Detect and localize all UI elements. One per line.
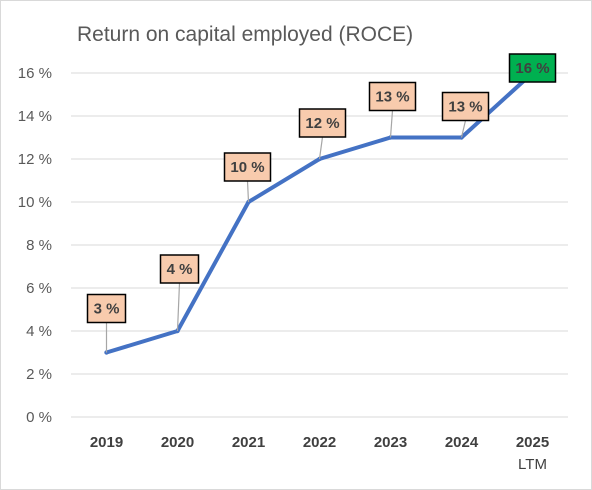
label-leader-line — [460, 120, 467, 138]
x-tick-sublabel: LTM — [518, 456, 547, 473]
y-tick-label: 16 % — [18, 65, 52, 82]
data-label: 10 % — [230, 159, 264, 176]
data-label-box — [86, 293, 127, 324]
data-label: 13 % — [448, 99, 482, 116]
gridlines — [71, 72, 568, 418]
data-label: 12 % — [305, 115, 339, 132]
y-tick-label: 12 % — [18, 151, 52, 168]
label-leader-line — [176, 282, 181, 332]
data-label-box — [298, 108, 347, 138]
data-label-box — [508, 53, 557, 83]
y-axis-ticks: 0 % 2 % 4 % 6 % 8 % 10 % 12 % 14 % 16 % — [18, 65, 52, 426]
y-tick-label: 10 % — [18, 194, 52, 211]
label-leader-line — [318, 136, 324, 160]
x-tick-label: 2019 — [90, 434, 123, 451]
y-tick-label: 0 % — [26, 409, 52, 426]
data-label-box — [159, 254, 200, 284]
y-tick-label: 14 % — [18, 108, 52, 125]
x-tick-label: 2022 — [303, 434, 336, 451]
data-label: 13 % — [375, 89, 409, 106]
x-axis-ticks: 2019 2020 2021 2022 2023 2024 2025 LTM — [90, 434, 549, 473]
chart-title: Return on capital employed (ROCE) — [77, 23, 413, 46]
data-label-box — [441, 91, 490, 122]
data-label-box — [368, 81, 417, 112]
data-label: 16 % — [515, 60, 549, 77]
y-tick-label: 2 % — [26, 366, 52, 383]
y-tick-label: 6 % — [26, 280, 52, 297]
data-labels: 3 % 4 % 10 % 12 % 13 % 13 % 16 % — [86, 53, 557, 353]
label-leader-line — [246, 180, 250, 203]
y-tick-label: 4 % — [26, 323, 52, 340]
y-tick-label: 8 % — [26, 237, 52, 254]
x-tick-label: 2025 — [516, 434, 549, 451]
x-tick-label: 2024 — [445, 434, 479, 451]
label-leader-line — [389, 110, 394, 138]
data-label: 3 % — [94, 301, 120, 318]
x-tick-label: 2020 — [161, 434, 194, 451]
x-tick-label: 2021 — [232, 434, 265, 451]
x-tick-label: 2023 — [374, 434, 407, 451]
data-label: 4 % — [167, 261, 193, 278]
data-label-box — [223, 152, 272, 182]
